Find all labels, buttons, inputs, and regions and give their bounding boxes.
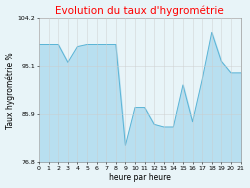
Y-axis label: Taux hygrométrie %: Taux hygrométrie %	[6, 52, 15, 129]
X-axis label: heure par heure: heure par heure	[109, 174, 171, 182]
Title: Evolution du taux d'hygrométrie: Evolution du taux d'hygrométrie	[56, 6, 224, 16]
